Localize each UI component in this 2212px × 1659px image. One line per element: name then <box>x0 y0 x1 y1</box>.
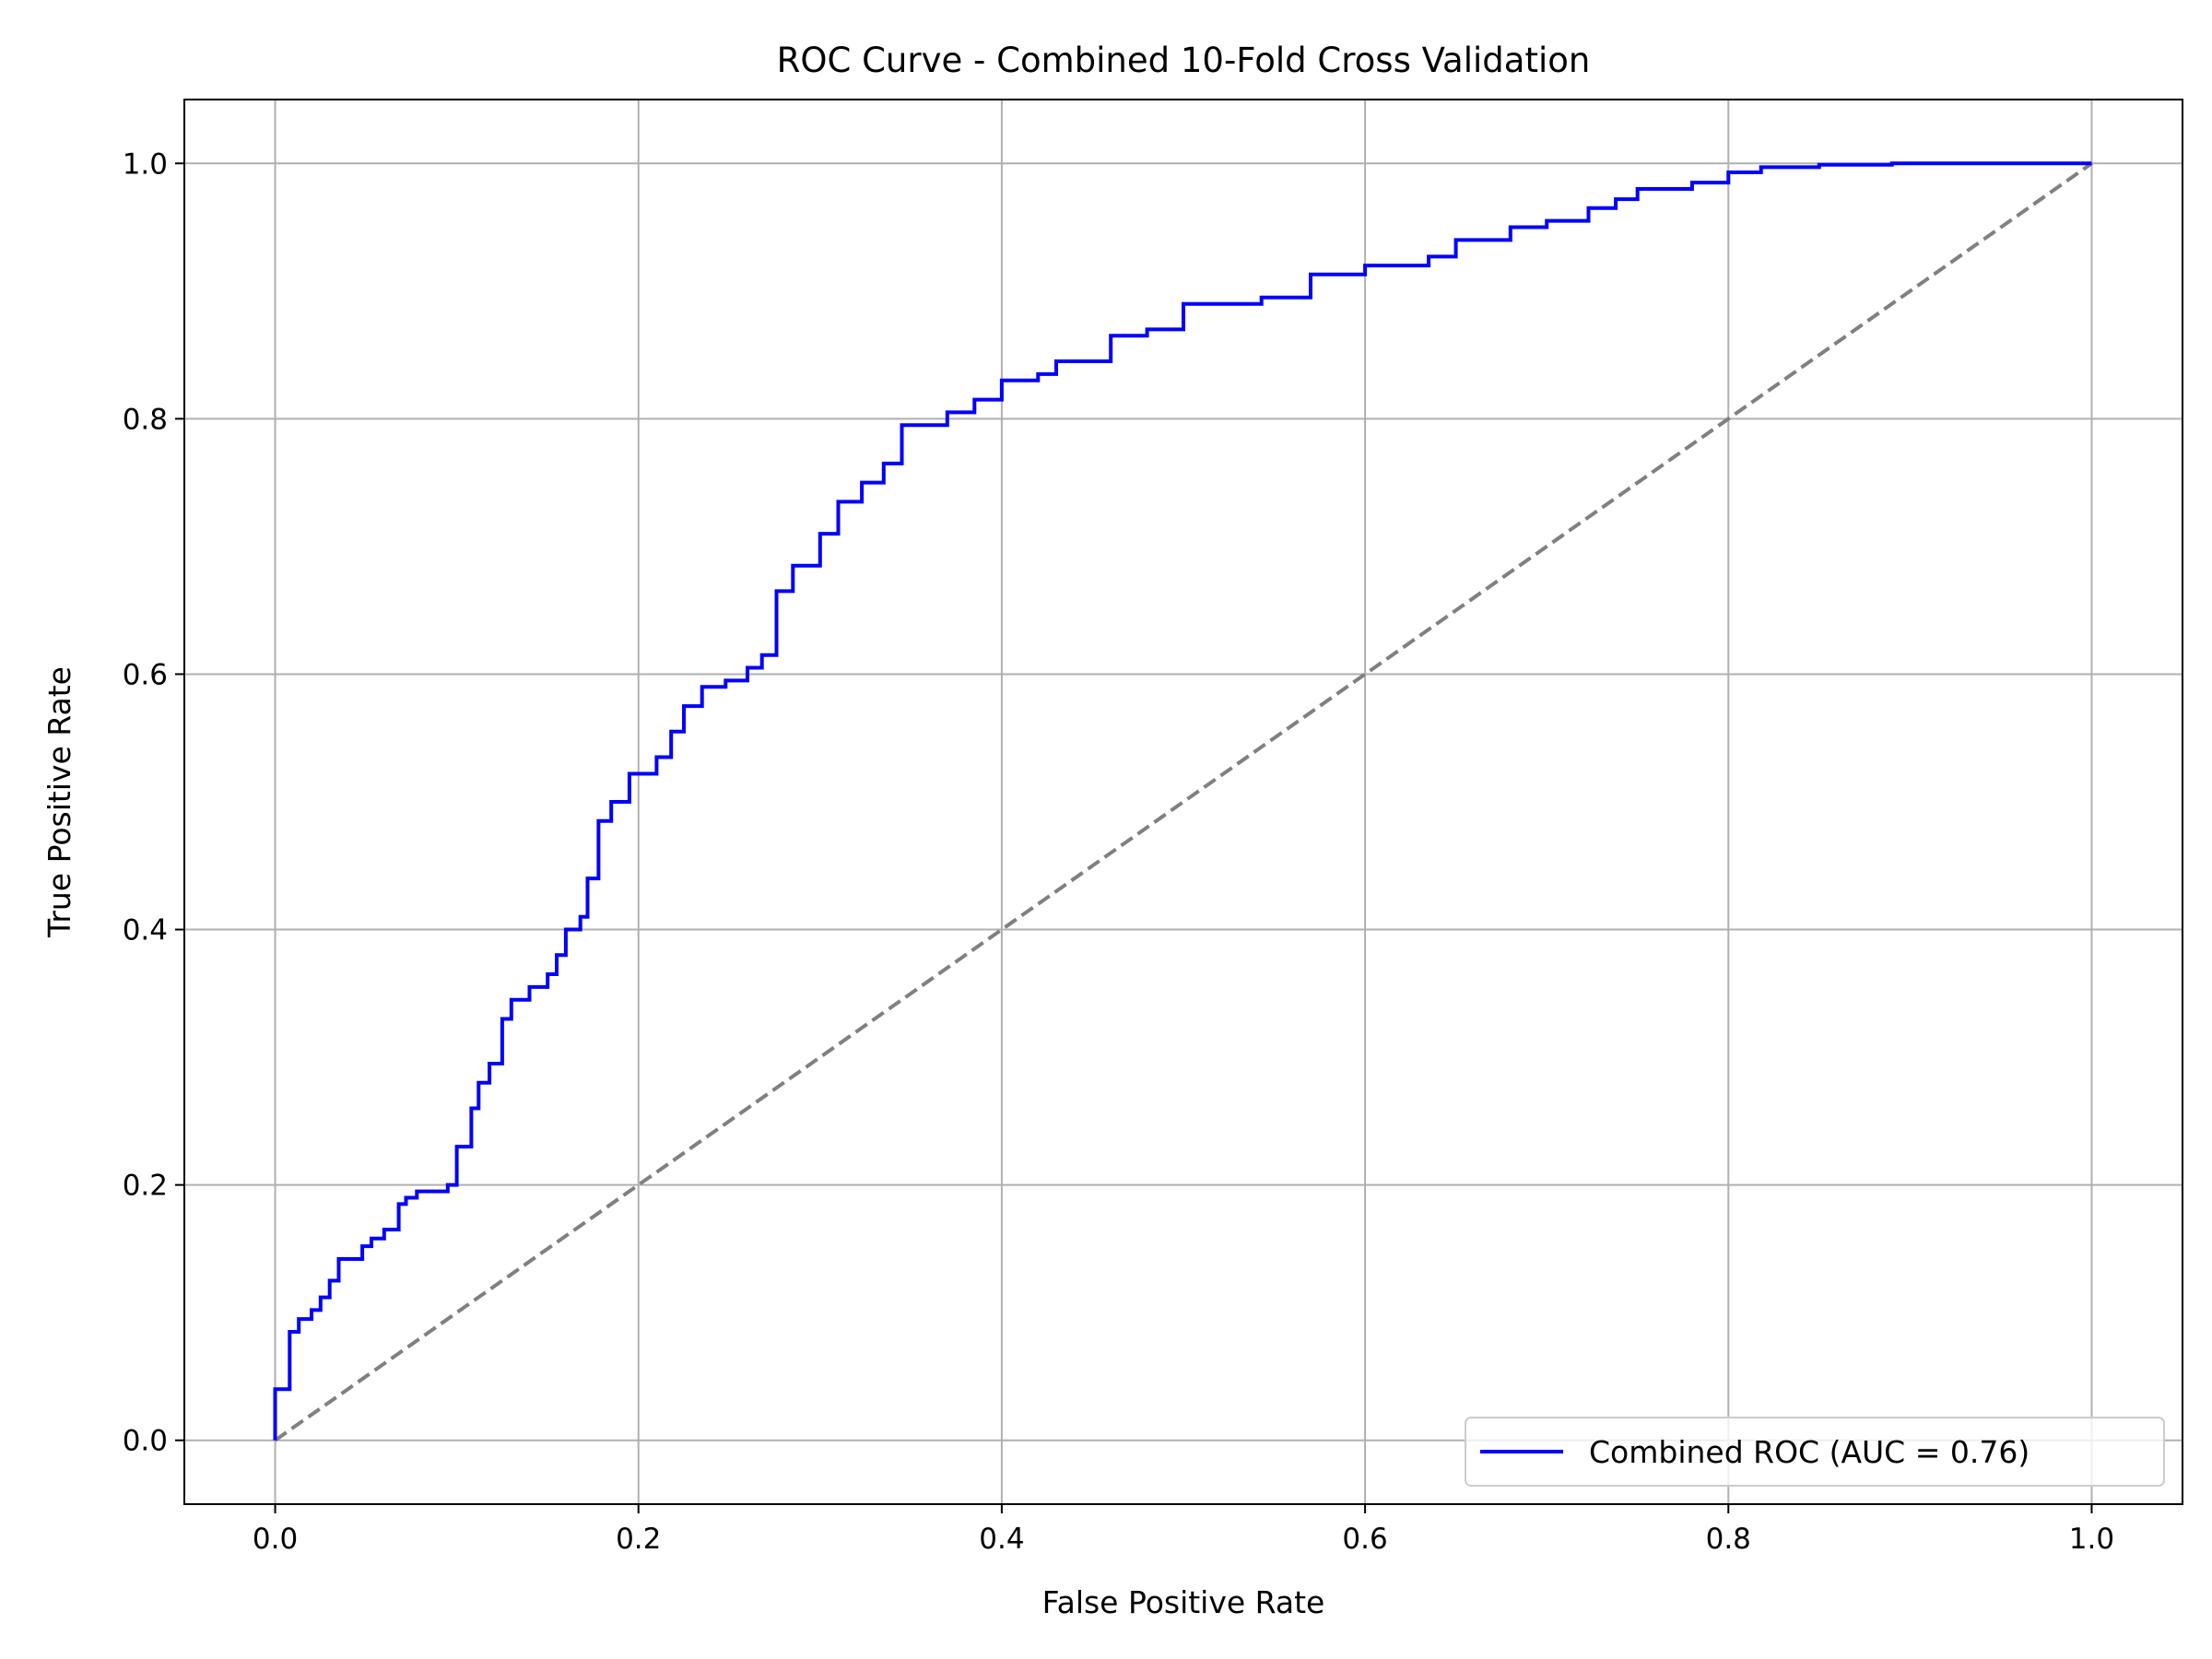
axis-ticks: 0.0 0.2 0.4 0.6 0.8 1.0 0.0 0.2 0.4 0.6 0.8 1.0 <box>123 147 2114 1556</box>
y-axis-label: True Positive Rate <box>41 666 77 938</box>
y-tick-label: 1.0 <box>123 147 168 181</box>
y-tick-label: 0.4 <box>123 914 168 947</box>
y-tick-label: 0.2 <box>123 1170 168 1203</box>
chance-diagonal-line <box>274 161 2093 1442</box>
plot-frame <box>183 99 2183 1505</box>
grid-lines <box>184 100 2183 1504</box>
x-tick-label: 0.8 <box>1706 1523 1751 1556</box>
legend-label-combined-roc: Combined ROC (AUC = 0.76) <box>1589 1434 2030 1470</box>
plot-series <box>273 161 2093 1442</box>
x-axis-label: False Positive Rate <box>1042 1584 1325 1620</box>
x-tick-label: 0.2 <box>616 1523 661 1556</box>
y-tick-label: 0.0 <box>123 1425 168 1458</box>
legend-box <box>1465 1417 2165 1487</box>
x-tick-label: 0.6 <box>1342 1523 1387 1556</box>
y-tick-label: 0.8 <box>123 403 168 436</box>
x-tick-label: 0.4 <box>979 1523 1024 1556</box>
chart-title: ROC Curve - Combined 10-Fold Cross Valid… <box>777 41 1591 80</box>
x-tick-label: 1.0 <box>2069 1523 2114 1556</box>
y-tick-label: 0.6 <box>123 658 168 691</box>
x-tick-label: 0.0 <box>253 1523 298 1556</box>
combined-roc-curve <box>273 161 2092 1441</box>
legend: Combined ROC (AUC = 0.76) <box>1465 1417 2165 1487</box>
